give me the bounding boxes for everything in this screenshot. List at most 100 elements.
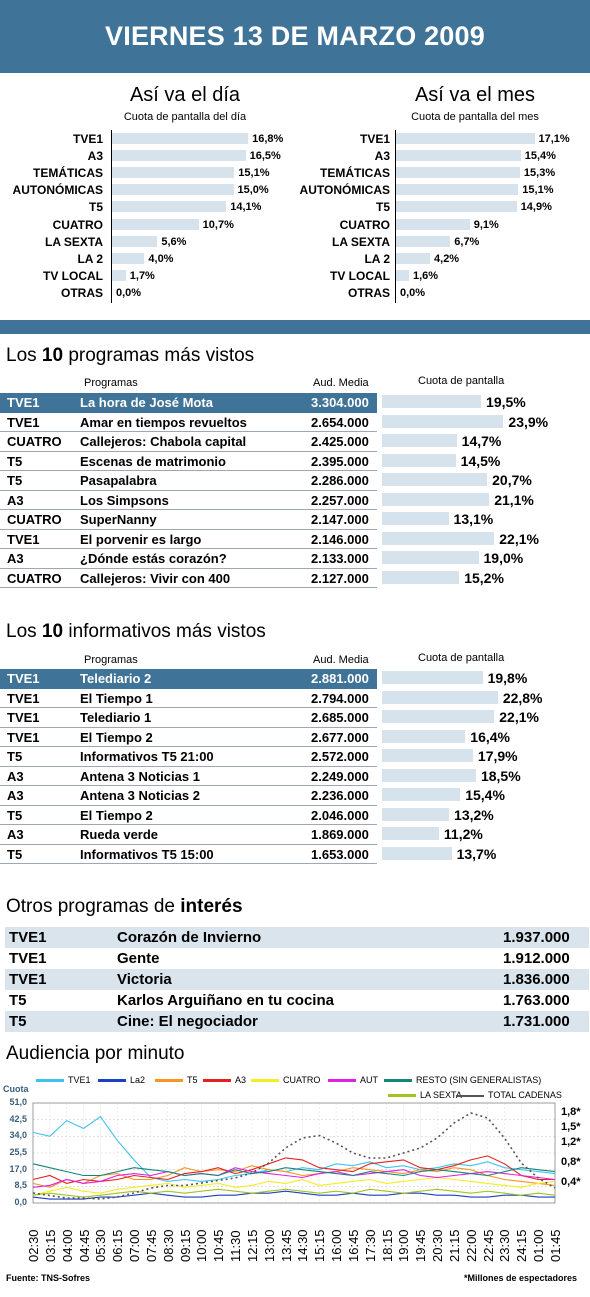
month-value: 15,1% <box>522 184 554 197</box>
programas-share-value: 15,2% <box>464 569 504 586</box>
programas-col-share: Cuota de pantalla <box>418 375 505 387</box>
program-cell: Telediario 1 <box>80 710 152 725</box>
channel-cell: T5 <box>9 992 27 1009</box>
x-tick-label: 05:30 <box>93 1229 109 1262</box>
day-label: TVE1 <box>72 132 103 146</box>
y2-tick-label: 1,5* <box>561 1121 581 1133</box>
audience-cell: 2.685.000 <box>311 710 369 725</box>
x-tick-label: 19:00 <box>396 1229 412 1262</box>
x-tick-label: 20:30 <box>430 1229 446 1262</box>
program-cell: Los Simpsons <box>80 492 169 508</box>
month-label: T5 <box>375 200 390 215</box>
program-cell: Antena 3 Noticias 1 <box>80 768 200 784</box>
x-tick-label: 22:00 <box>463 1229 479 1262</box>
legend-label: AUT <box>360 1075 378 1085</box>
day-bar <box>112 167 235 179</box>
legend-label: RESTO (SIN GENERALISTAS) <box>416 1075 542 1085</box>
audience-cell: 2.257.000 <box>311 492 369 508</box>
programas-share-value: 23,9% <box>508 413 549 430</box>
y2-tick-label: 0,4* <box>561 1176 581 1188</box>
x-tick-label: 13:45 <box>278 1229 294 1262</box>
month-value: 15,3% <box>523 167 556 180</box>
day-value: 10,7% <box>202 218 234 231</box>
x-tick-label: 23:30 <box>497 1229 513 1262</box>
program-cell: Gente <box>117 950 160 967</box>
programas-share-value: 14,7% <box>461 433 502 449</box>
month-title: Así va el mes <box>414 84 536 106</box>
programas-share-value: 14,5% <box>460 452 501 469</box>
day-bar <box>112 252 145 264</box>
programas-row: CUATRO Callejeros: Vivir con 400 2.127.000 <box>0 569 377 588</box>
channel-cell: T5 <box>7 749 23 764</box>
channel-cell: A3 <box>7 551 24 566</box>
day-bar <box>112 235 158 247</box>
channel-cell: CUATRO <box>7 570 62 586</box>
x-tick-label: 14:30 <box>295 1229 311 1262</box>
programas-title: Los 10 programas más vistos <box>6 345 255 366</box>
x-tick-label: 06:15 <box>110 1229 126 1262</box>
channel-cell: TVE1 <box>7 395 40 410</box>
x-tick-label: 21:15 <box>446 1229 462 1262</box>
day-label: LA SEXTA <box>44 234 103 249</box>
plot-frame <box>32 1102 556 1204</box>
legend-swatch <box>328 1079 356 1083</box>
day-label: T5 <box>88 200 103 215</box>
series-line-cuatro <box>32 1176 556 1196</box>
series-line-resto-sin-generalistas- <box>32 1163 556 1177</box>
informativos-share-value: 22,8% <box>502 689 543 706</box>
informativos-row: T5 El Tiempo 2 2.046.000 <box>0 806 377 825</box>
series-line-tve1 <box>32 1115 556 1182</box>
x-tick-label: 03:15 <box>42 1229 58 1262</box>
legend-item: A3 <box>203 1075 246 1085</box>
y-tick-label: 25,5 <box>9 1147 27 1157</box>
x-tick-label: 24:15 <box>514 1229 530 1262</box>
month-bar <box>396 184 519 196</box>
programas-share-bar <box>382 531 495 545</box>
month-value: 0,0% <box>400 286 426 299</box>
legend-swatch <box>456 1094 484 1097</box>
otros-row: T5 Karlos Arguiñano en tu cocina 1.763.000 <box>5 990 589 1011</box>
programas-row: TVE1 Amar en tiempos revueltos 2.654.000 <box>0 413 377 432</box>
legend-label: TVE1 <box>68 1075 91 1085</box>
program-cell: Pasapalabra <box>80 473 157 488</box>
y-tick-label: 42,5 <box>9 1113 27 1124</box>
programas-col-program: Programas <box>84 377 138 389</box>
y-tick-label: 8,5 <box>14 1180 27 1191</box>
month-subtitle: Cuota de pantalla del mes <box>411 111 539 123</box>
audience-cell: 1.912.000 <box>503 950 570 967</box>
month-value: 4,2% <box>434 252 460 265</box>
programas-share-value: 19,5% <box>486 394 526 410</box>
month-label: LA SEXTA <box>331 234 390 249</box>
day-value: 4,0% <box>148 252 174 265</box>
day-title: Así va el día <box>129 84 241 106</box>
day-bar <box>112 133 249 144</box>
page-title: VIERNES 13 DE MARZO 2009 <box>105 21 485 51</box>
informativos-share-bar <box>382 768 476 782</box>
audience-cell: 2.127.000 <box>311 570 369 586</box>
x-tick-label: 08:30 <box>160 1229 176 1262</box>
legend-swatch <box>251 1079 279 1083</box>
audience-cell: 1.937.000 <box>503 929 570 946</box>
program-cell: El Tiempo 2 <box>80 729 153 745</box>
informativos-title: Los 10 informativos más vistos <box>6 621 266 642</box>
otros-row: TVE1 Gente 1.912.000 <box>5 948 589 969</box>
month-axis-line <box>395 130 396 303</box>
program-cell: ¿Dónde estás corazón? <box>80 551 227 566</box>
informativos-share-bar <box>382 690 498 704</box>
month-value: 6,7% <box>454 235 480 248</box>
informativos-col-program: Programas <box>84 654 138 666</box>
program-cell: Amar en tiempos revueltos <box>80 414 247 430</box>
informativos-row: A3 Antena 3 Noticias 2 2.236.000 <box>0 786 377 806</box>
informativos-share-bar <box>382 788 461 801</box>
informativos-col-share: Cuota de pantalla <box>418 652 505 664</box>
month-value: 1,6% <box>412 269 439 282</box>
day-value: 5,6% <box>161 235 187 248</box>
day-value: 16,5% <box>249 150 281 163</box>
x-tick-label: 11:30 <box>228 1230 244 1262</box>
informativos-col-aud: Aud. Media <box>313 654 369 666</box>
day-axis-line <box>111 130 112 303</box>
x-tick-label: 13:00 <box>261 1229 277 1262</box>
informativos-share-bar <box>382 729 466 743</box>
audience-cell: 2.425.000 <box>311 434 369 449</box>
